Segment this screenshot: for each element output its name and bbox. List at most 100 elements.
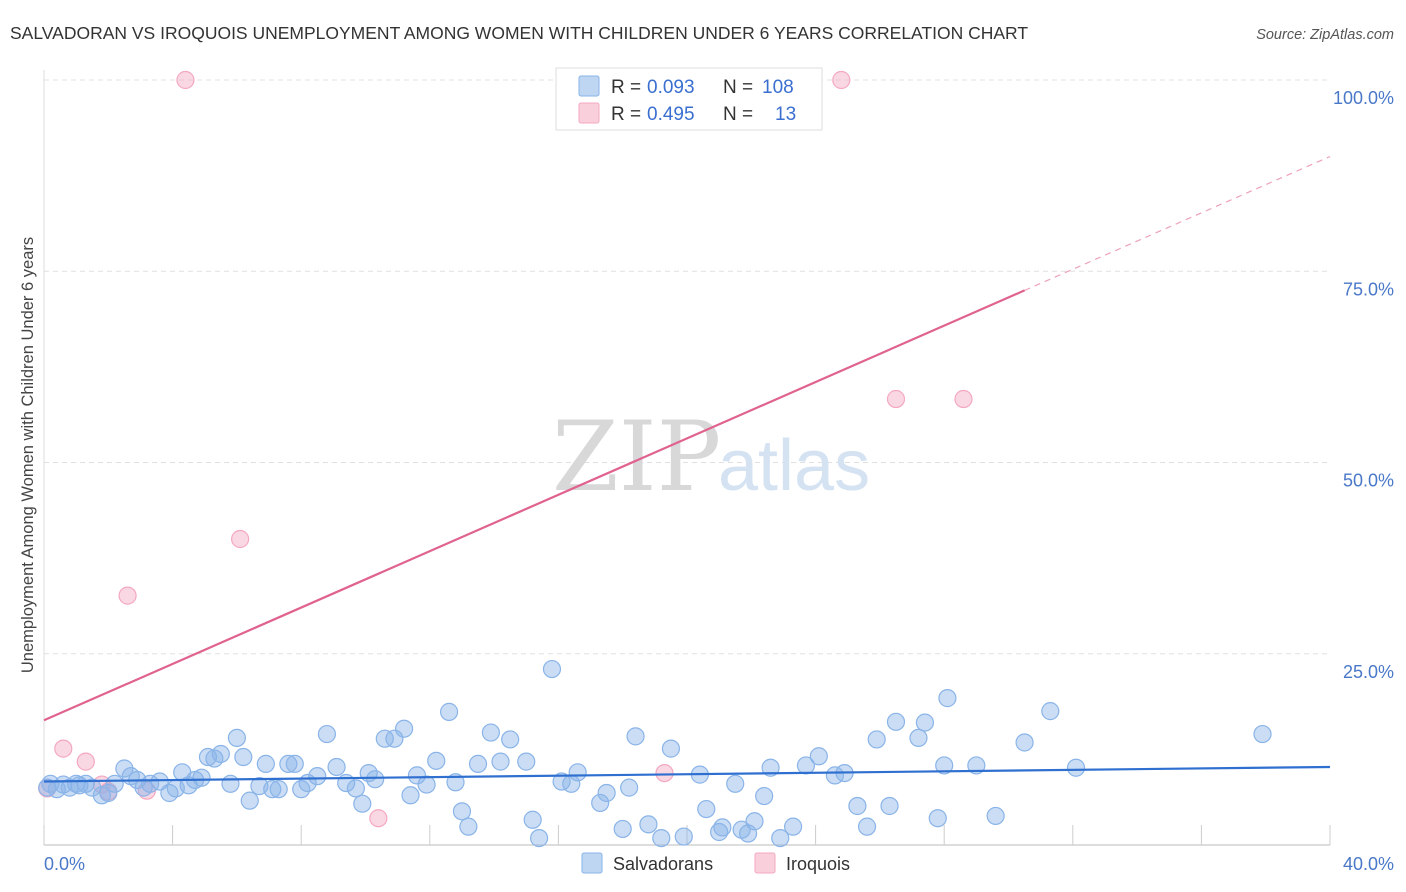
point-salvadorans-58 — [468, 754, 488, 774]
watermark: ZIP atlas — [552, 401, 870, 513]
point-salvadorans-34 — [269, 780, 288, 799]
point-salvadorans-65 — [542, 659, 562, 679]
point-iroquois-9 — [369, 809, 388, 828]
point-iroquois-7 — [176, 70, 195, 90]
point-salvadorans-88 — [771, 829, 790, 848]
bottom-legend-label-salvadorans: Salvadorans — [613, 854, 713, 874]
y-tick-label-75: 75.0% — [1343, 279, 1394, 299]
point-salvadorans-89 — [783, 817, 803, 836]
watermark-zip: ZIP — [552, 401, 721, 513]
point-salvadorans-103 — [938, 689, 957, 708]
point-salvadorans-54 — [439, 702, 459, 721]
x-axis-ticks — [43, 825, 1331, 845]
chart-source: Source: ZipAtlas.com — [1256, 27, 1394, 43]
x-tick-label-min: 0.0% — [44, 854, 85, 874]
point-salvadorans-73 — [626, 727, 645, 746]
point-iroquois-5 — [118, 586, 137, 605]
point-salvadorans-56 — [452, 802, 472, 821]
point-iroquois-12 — [886, 389, 906, 409]
point-salvadorans-97 — [880, 796, 899, 816]
point-salvadorans-39 — [308, 767, 327, 786]
point-salvadorans-72 — [620, 778, 639, 797]
x-tick-label-max: 40.0% — [1343, 854, 1394, 874]
point-salvadorans-62 — [517, 752, 536, 771]
point-salvadorans-91 — [809, 747, 828, 766]
point-iroquois-1 — [54, 739, 73, 758]
series-iroquois-points — [38, 70, 973, 828]
y-tick-label-100: 100.0% — [1333, 88, 1394, 108]
point-iroquois-10 — [655, 763, 674, 783]
trend-line-salvadorans — [43, 765, 1331, 783]
point-salvadorans-69 — [591, 793, 610, 813]
point-salvadorans-75 — [652, 829, 671, 848]
legend-n-label-salvadorans: N = — [723, 77, 753, 98]
point-salvadorans-77 — [674, 827, 693, 846]
point-salvadorans-40 — [317, 724, 337, 744]
point-salvadorans-60 — [491, 752, 510, 771]
point-iroquois-11 — [832, 70, 851, 90]
trend-lines — [43, 155, 1331, 783]
point-salvadorans-8 — [83, 778, 102, 797]
point-salvadorans-102 — [935, 756, 954, 775]
point-iroquois-8 — [231, 529, 250, 549]
point-salvadorans-10 — [99, 783, 118, 803]
point-salvadorans-41 — [327, 757, 346, 777]
point-salvadorans-43 — [346, 779, 365, 798]
point-salvadorans-68 — [568, 763, 587, 782]
point-salvadorans-96 — [867, 730, 886, 749]
point-salvadorans-44 — [353, 794, 372, 813]
legend-n-value-iroquois: 13 — [775, 104, 796, 125]
point-salvadorans-81 — [713, 818, 732, 837]
point-salvadorans-87 — [761, 758, 780, 777]
point-salvadorans-99 — [909, 728, 928, 748]
y-axis-label: Unemployment Among Women with Children U… — [19, 237, 37, 673]
legend-box-frame — [555, 67, 823, 131]
point-salvadorans-25 — [205, 749, 224, 768]
point-salvadorans-50 — [401, 786, 420, 805]
y-tick-label-25: 25.0% — [1343, 662, 1394, 682]
point-salvadorans-53 — [427, 751, 446, 770]
point-salvadorans-23 — [192, 768, 211, 787]
trend-line-iroquois-extension — [1024, 155, 1331, 291]
bottom-legend-swatch-salvadorans — [581, 852, 603, 874]
point-salvadorans-46 — [366, 770, 385, 789]
y-tick-label-50: 50.0% — [1343, 471, 1394, 491]
point-salvadorans-33 — [263, 780, 282, 799]
point-salvadorans-36 — [285, 754, 304, 774]
point-salvadorans-82 — [726, 774, 745, 793]
point-salvadorans-76 — [661, 739, 681, 758]
legend-n-label-iroquois: N = — [723, 104, 753, 125]
series-salvadorans-points — [38, 659, 1272, 848]
point-salvadorans-70 — [597, 783, 616, 803]
bottom-legend-swatch-iroquois — [754, 852, 776, 874]
legend-r-label-iroquois: R = — [611, 104, 641, 125]
point-salvadorans-32 — [256, 754, 275, 774]
point-salvadorans-85 — [745, 812, 764, 831]
watermark-atlas: atlas — [718, 426, 870, 506]
legend-box: R = 0.093 N = 108 R = 0.495 N = 13 — [555, 67, 823, 131]
point-salvadorans-100 — [915, 713, 935, 732]
legend-r-value-salvadorans: 0.093 — [647, 77, 695, 98]
point-salvadorans-55 — [446, 773, 465, 792]
legend-swatch-salvadorans — [578, 75, 600, 97]
point-salvadorans-18 — [160, 783, 179, 803]
bottom-legend: Salvadorans Iroquois — [581, 852, 850, 874]
point-salvadorans-101 — [928, 809, 947, 828]
point-salvadorans-48 — [385, 729, 404, 748]
point-salvadorans-61 — [501, 730, 520, 749]
point-salvadorans-109 — [1253, 724, 1272, 744]
point-salvadorans-108 — [1066, 758, 1086, 777]
point-salvadorans-35 — [279, 754, 298, 774]
point-salvadorans-49 — [394, 719, 414, 738]
point-salvadorans-95 — [857, 817, 877, 836]
point-salvadorans-30 — [240, 791, 259, 810]
legend-r-value-iroquois: 0.495 — [647, 104, 695, 125]
point-salvadorans-86 — [755, 786, 774, 806]
point-salvadorans-107 — [1041, 702, 1060, 721]
legend-r-label-salvadorans: R = — [611, 77, 641, 98]
legend-n-value-salvadorans: 108 — [762, 77, 794, 98]
legend-swatch-iroquois — [578, 102, 600, 124]
point-salvadorans-105 — [986, 806, 1005, 826]
y-axis-tick-labels: 25.0% 50.0% 75.0% 100.0% — [1333, 88, 1394, 682]
gridlines — [44, 79, 1330, 655]
